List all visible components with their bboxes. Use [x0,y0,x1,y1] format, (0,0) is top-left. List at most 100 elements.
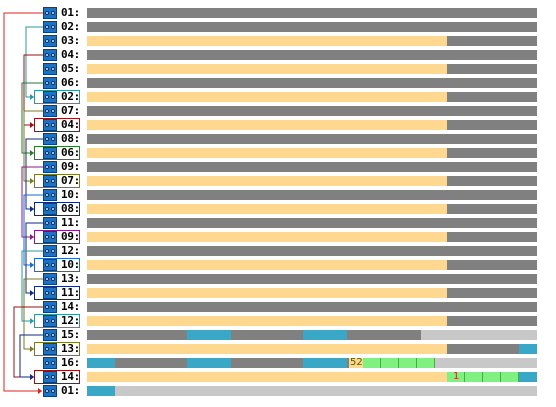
cassette-reel-icon [45,11,49,15]
track-row[interactable]: 07: [0,104,556,118]
cassette-icon [43,7,57,19]
cassette-icon [43,49,57,61]
track-bar [87,274,537,284]
track-row[interactable]: 01: [0,6,556,20]
track-label: 12: [61,244,80,257]
cassette-reel-icon [45,249,49,253]
cassette-icon [43,175,57,187]
track-label: 02: [61,90,80,103]
track-label: 06: [61,76,80,89]
cassette-icon [43,287,57,299]
track-row[interactable]: 04: [0,48,556,62]
cassette-icon [43,343,57,355]
cassette-icon [43,259,57,271]
track-row[interactable]: 10: [0,258,556,272]
cassette-reel-icon [51,375,55,379]
bar-segment [303,330,347,340]
cassette-reel-icon [51,137,55,141]
bar-segment [519,344,537,354]
cassette-icon [43,385,57,397]
track-label: 15: [61,328,80,341]
progress-cell [465,372,483,382]
track-label: 01: [61,384,80,397]
track-label: 14: [61,370,80,383]
track-bar [87,78,537,88]
progress-fill [87,176,447,186]
track-row[interactable]: 13: [0,272,556,286]
track-row[interactable]: 14: [0,300,556,314]
track-row[interactable]: 06: [0,76,556,90]
track-row[interactable]: 11: [0,216,556,230]
track-label: 07: [61,174,80,187]
cassette-reel-icon [51,207,55,211]
cassette-icon [43,35,57,47]
progress-cell [381,358,399,368]
track-row[interactable]: 04: [0,118,556,132]
bar-segment [303,358,347,368]
track-row[interactable]: 05: [0,62,556,76]
cassette-reel-icon [45,39,49,43]
cassette-reel-icon [51,179,55,183]
progress-fill [87,316,447,326]
progress-cell [399,358,417,368]
track-row[interactable]: 02: [0,90,556,104]
track-row[interactable]: 16: 52 [0,356,556,370]
cassette-reel-icon [51,109,55,113]
track-row[interactable]: 09: [0,160,556,174]
cassette-reel-icon [51,249,55,253]
cassette-icon [43,203,57,215]
cassette-reel-icon [51,361,55,365]
track-label: 10: [61,258,80,271]
cassette-icon [43,329,57,341]
cassette-reel-icon [51,39,55,43]
cassette-icon [43,105,57,117]
track-row[interactable]: 12: [0,314,556,328]
cassette-reel-icon [45,109,49,113]
track-row[interactable]: 01: [0,384,556,398]
track-row[interactable]: 08: [0,202,556,216]
track-row[interactable]: 10: [0,188,556,202]
track-bar [87,8,537,18]
track-row[interactable]: 08: [0,132,556,146]
track-row[interactable]: 07: [0,174,556,188]
progress-fill [87,120,447,130]
track-row[interactable]: 13: [0,342,556,356]
progress-fill [87,232,447,242]
cassette-icon [43,91,57,103]
cassette-icon [43,77,57,89]
track-row[interactable]: 15: [0,328,556,342]
cassette-reel-icon [51,165,55,169]
progress-fill [87,372,447,382]
track-row[interactable]: 06: [0,146,556,160]
cassette-reel-icon [45,179,49,183]
cassette-icon [43,371,57,383]
progress-fill [87,288,447,298]
cassette-icon [43,189,57,201]
track-row[interactable]: 09: [0,230,556,244]
progress-fill [87,92,447,102]
track-bar [87,162,537,172]
counter-text: 52 [350,357,363,368]
cassette-reel-icon [51,123,55,127]
cassette-reel-icon [45,151,49,155]
track-row[interactable]: 11: [0,286,556,300]
track-row[interactable]: 03: [0,34,556,48]
track-label: 14: [61,300,80,313]
cassette-reel-icon [45,25,49,29]
progress-cell [483,372,501,382]
cassette-reel-icon [45,123,49,127]
track-row[interactable]: 12: [0,244,556,258]
cassette-icon [43,63,57,75]
progress-fill [87,148,447,158]
cassette-reel-icon [45,235,49,239]
track-row[interactable]: 02: [0,20,556,34]
track-row[interactable]: 14: 1 [0,370,556,384]
track-label: 09: [61,230,80,243]
cassette-reel-icon [51,291,55,295]
cassette-reel-icon [45,67,49,71]
track-bar [87,134,537,144]
cassette-reel-icon [45,389,49,393]
cassette-reel-icon [51,151,55,155]
bar-segment [187,330,231,340]
